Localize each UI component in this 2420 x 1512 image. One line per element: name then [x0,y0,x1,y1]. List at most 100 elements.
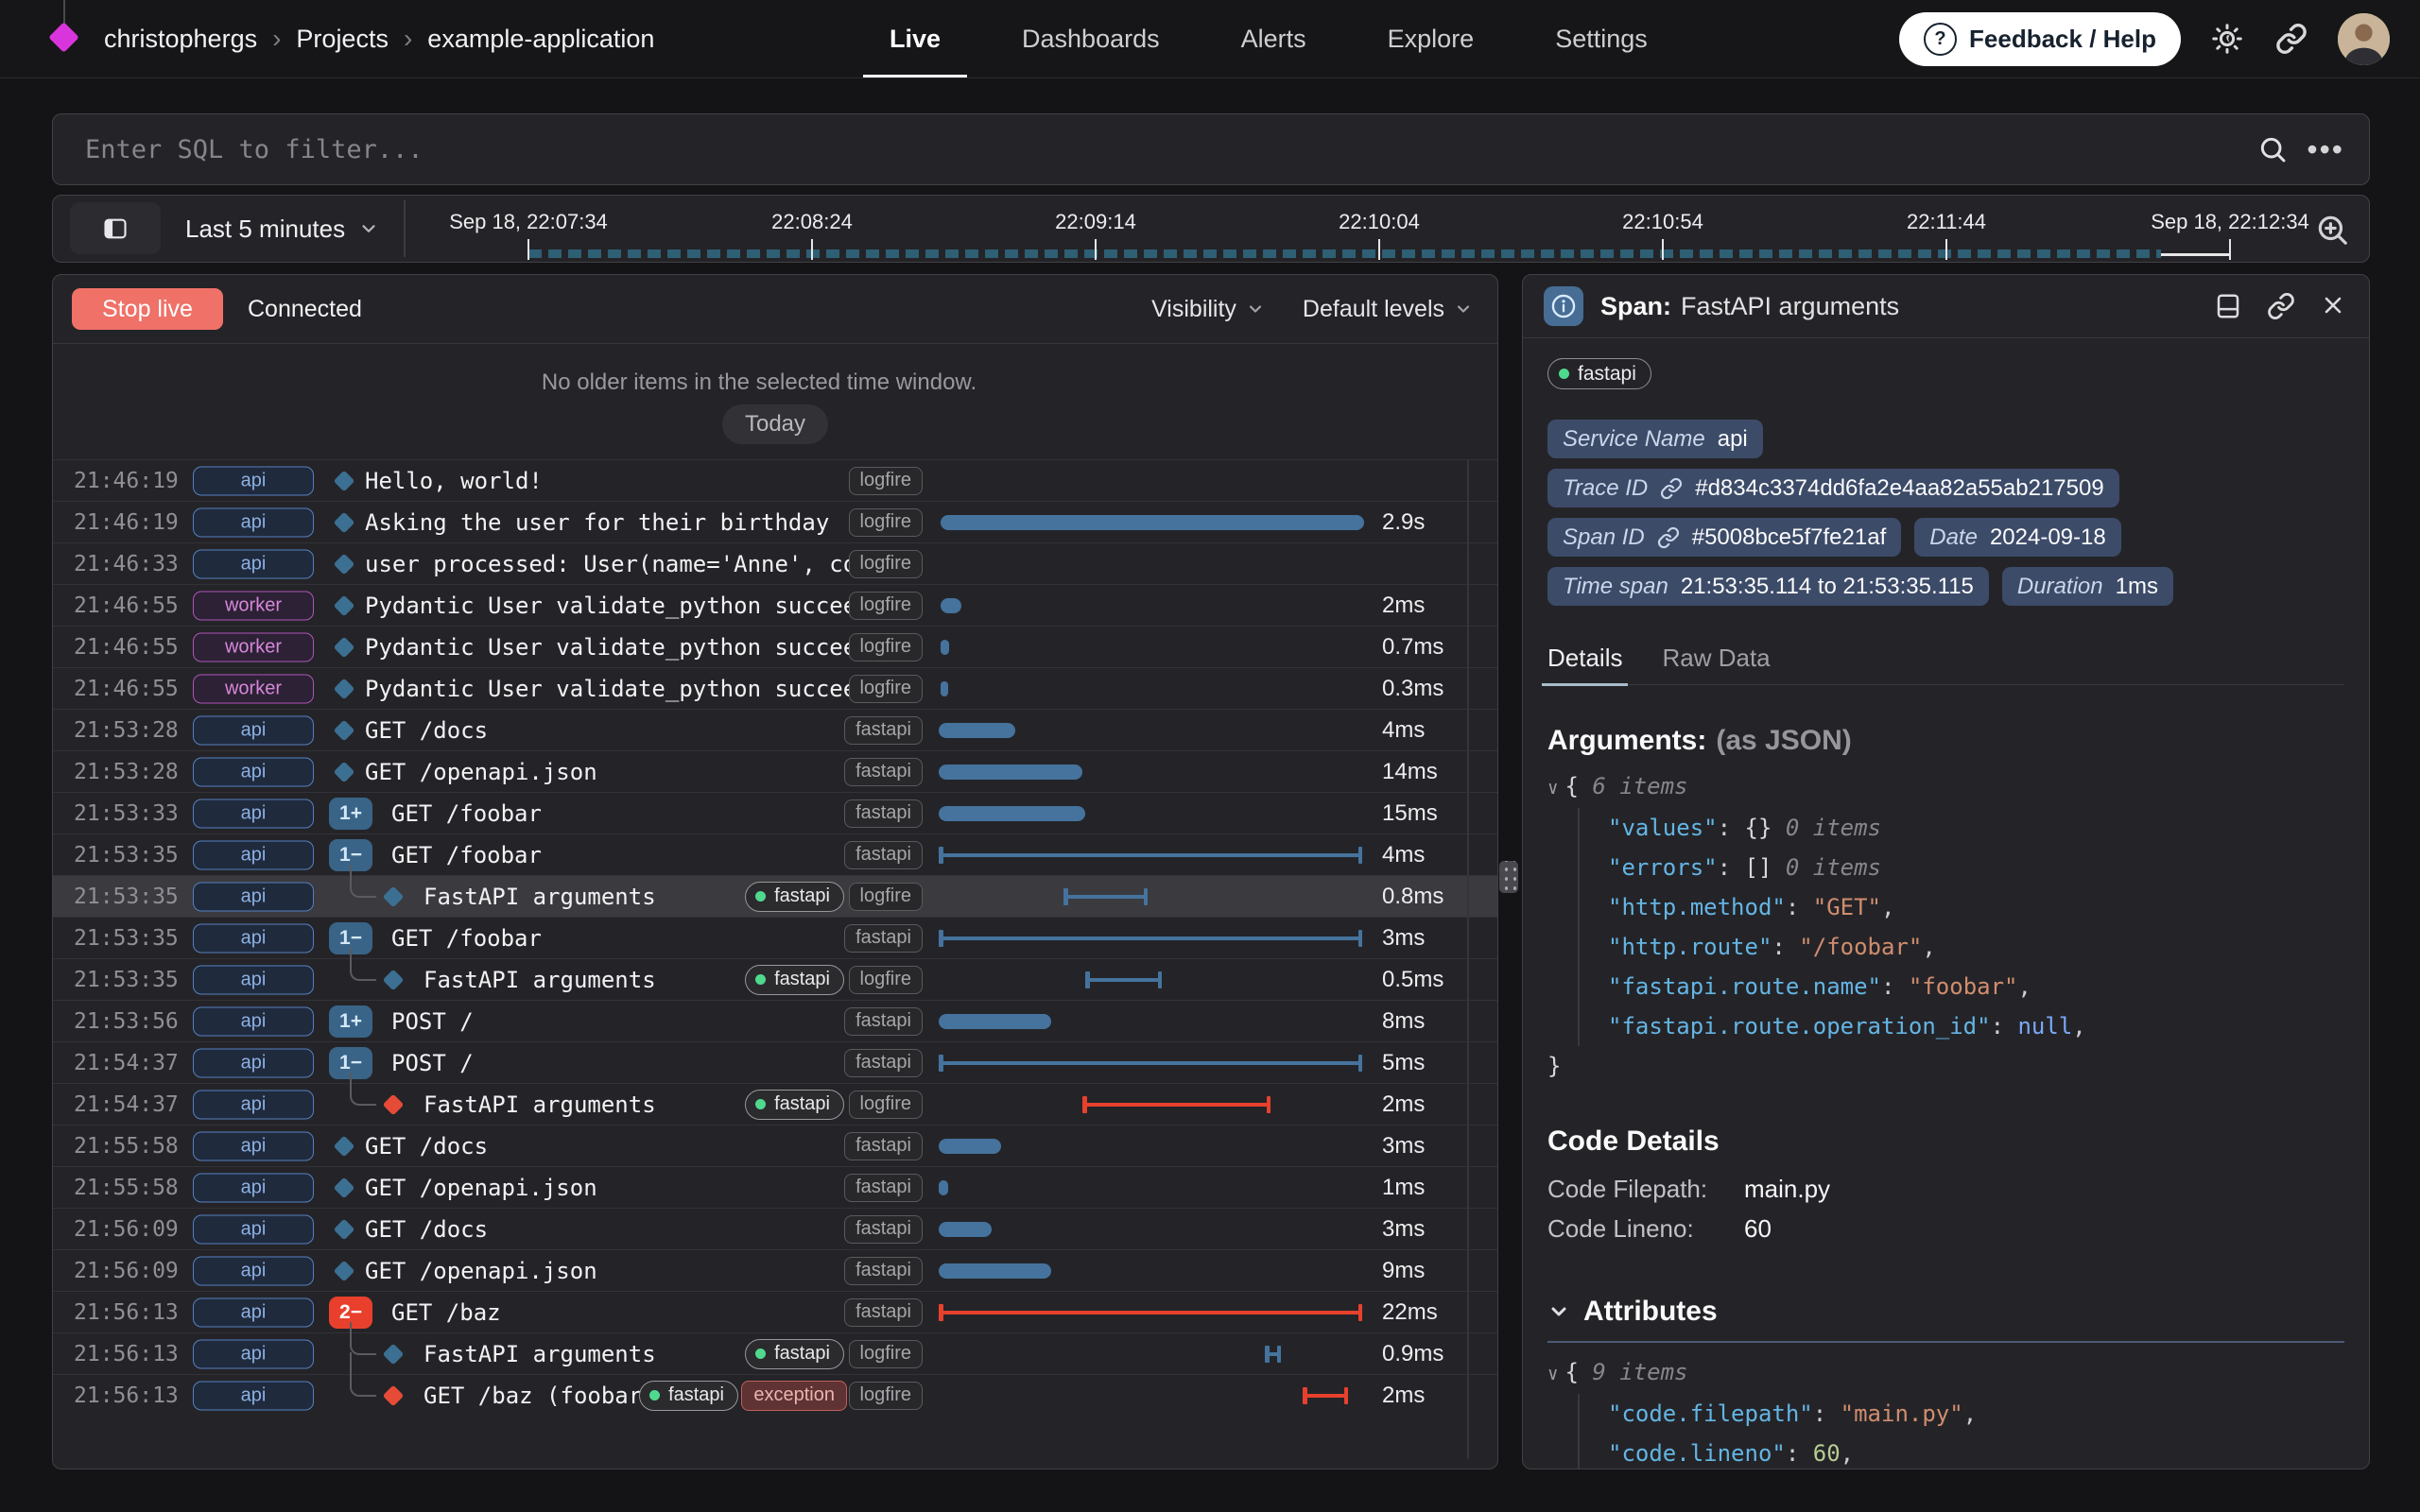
breadcrumb-item-Projects[interactable]: Projects [296,24,389,53]
link-icon[interactable] [1660,477,1683,500]
log-row[interactable]: 21:46:55 worker Pydantic User validate_pyt… [53,584,1497,626]
tag-badge-worker[interactable]: worker [193,591,314,620]
tab-live[interactable]: Live [862,0,968,77]
logfire-logo-icon[interactable] [48,0,91,77]
tag-badge-api[interactable]: api [193,1006,314,1036]
tag-badge-api[interactable]: api [193,840,314,869]
tag-badge-api[interactable]: api [193,965,314,994]
log-row[interactable]: 21:53:35 api FastAPI arguments fastapi logfi… [53,948,1497,1000]
duration-value: 15ms [1382,799,1438,826]
expand-collapse-badge[interactable]: 1+ [329,1005,372,1038]
log-row[interactable]: 21:56:13 api GET /baz (foobar) fastapi excep… [53,1364,1497,1416]
detail-tab-raw-data[interactable]: Raw Data [1662,644,1771,672]
tag-badge-api[interactable]: api [193,507,314,537]
tab-settings[interactable]: Settings [1555,24,1648,53]
timeline-bar: Last 5 minutes Sep 18, 22:07:34 22:08:24 2… [52,195,2370,263]
tag-badge-api[interactable]: api [193,715,314,745]
tag-badge-worker[interactable]: worker [193,632,314,662]
log-row[interactable]: 21:54:37 api FastAPI arguments fastapi logfi… [53,1073,1497,1125]
theme-toggle-icon[interactable] [2209,21,2245,57]
tag-badge-api[interactable]: api [193,799,314,828]
row-timestamp: 21:46:19 [74,468,179,493]
expand-collapse-badge[interactable]: 1+ [329,797,372,830]
tag-badge-api[interactable]: api [193,1381,314,1410]
log-row[interactable]: 21:53:33 api 1+ GET /foobar fastapi 15ms [53,792,1497,833]
json-token: "errors" [1608,854,1718,881]
tag-badge-api[interactable]: api [193,882,314,911]
log-row[interactable]: 21:55:58 api GET /docs fastapi 3ms [53,1125,1497,1166]
dock-panel-icon[interactable] [2214,292,2242,320]
log-row[interactable]: 21:53:56 api 1+ POST / fastapi 8ms [53,1000,1497,1041]
chip-trace-id[interactable]: Trace ID #d834c3374dd6fa2e4aa82a55ab21750… [1547,469,2119,507]
log-row[interactable]: 21:55:58 api GET /openapi.json fastapi 1ms [53,1166,1497,1208]
avatar[interactable] [2338,12,2390,65]
span-diamond-icon [333,1177,355,1198]
log-row[interactable]: 21:56:09 api GET /openapi.json fastapi 9ms [53,1249,1497,1291]
log-row[interactable]: 21:46:55 worker Pydantic User validate_pyt… [53,667,1497,709]
log-row[interactable]: 21:46:33 api user processed: User(name='An… [53,542,1497,584]
log-row[interactable]: 21:56:09 api GET /docs fastapi 3ms [53,1208,1497,1249]
share-link-icon[interactable] [2273,21,2309,57]
sidebar-toggle-button[interactable] [70,202,161,254]
breadcrumb-item-example-application[interactable]: example-application [427,24,655,53]
zoom-in-icon[interactable] [2314,212,2350,248]
tick-mark [811,239,813,260]
log-row[interactable]: 21:56:13 api 2− GET /baz fastapi 22ms [53,1291,1497,1332]
tag-badge-api[interactable]: api [193,1256,314,1285]
feedback-help-button[interactable]: ? Feedback / Help [1899,11,2181,66]
log-row[interactable]: 21:53:35 api FastAPI arguments fastapi logfi… [53,865,1497,917]
json-token: : [1772,934,1800,960]
tab-alerts[interactable]: Alerts [1240,24,1306,53]
log-row[interactable]: 21:53:35 api 1− GET /foobar fastapi 3ms [53,917,1497,958]
sql-filter-input[interactable] [83,133,2253,165]
log-row[interactable]: 21:46:19 api Asking the user for their bir… [53,501,1497,542]
tag-badge-api[interactable]: api [193,1090,314,1119]
link-icon[interactable] [1657,526,1680,549]
more-options-icon[interactable]: ••• [2307,131,2344,166]
time-range-select[interactable]: Last 5 minutes [185,196,379,262]
log-row[interactable]: 21:46:19 api Hello, world! logfire [53,459,1497,501]
close-icon[interactable] [2320,292,2346,320]
breadcrumb-item-christophergs[interactable]: christophergs [104,24,258,53]
panel-resize-handle[interactable] [1499,861,1518,893]
chip-duration: Duration 1ms [2001,567,2173,606]
default-levels-dropdown[interactable]: Default levels [1303,296,1473,323]
tag-badge-api[interactable]: api [193,1339,314,1368]
tag-badge-api[interactable]: api [193,1131,314,1160]
visibility-dropdown[interactable]: Visibility [1151,296,1265,323]
tag-badge-api[interactable]: api [193,1173,314,1202]
detail-tab-details[interactable]: Details [1541,644,1630,686]
expand-collapse-badge[interactable]: 1− [329,1046,372,1079]
tag-badge-api[interactable]: api [193,1048,314,1077]
tag-badge-api[interactable]: api [193,1297,314,1327]
log-row[interactable]: 21:53:35 api 1− GET /foobar fastapi 4ms [53,833,1497,875]
collapse-chevron-icon[interactable]: ∨ [1547,778,1559,799]
log-row[interactable]: 21:53:28 api GET /openapi.json fastapi 14ms [53,750,1497,792]
row-timestamp: 21:54:37 [74,1091,179,1117]
tag-badge-api[interactable]: api [193,923,314,953]
scope-badge-fastapi: fastapi [844,757,923,786]
search-icon[interactable] [2252,134,2293,164]
tag-badge-worker[interactable]: worker [193,674,314,703]
today-button[interactable]: Today [721,404,829,444]
log-row[interactable]: 21:54:37 api 1− POST / fastapi 5ms [53,1041,1497,1083]
chip-span-id[interactable]: Span ID #5008bce5f7fe21af [1547,518,1902,557]
log-row[interactable]: 21:56:13 api FastAPI arguments fastapi logfi… [53,1322,1497,1375]
tab-explore[interactable]: Explore [1387,24,1475,53]
timeline-activity-strip[interactable] [528,249,2161,258]
tag-badge-api[interactable]: api [193,549,314,578]
log-row[interactable]: 21:53:28 api GET /docs fastapi 4ms [53,709,1497,750]
log-message: FastAPI arguments [424,883,656,910]
collapse-chevron-icon[interactable]: ∨ [1547,1364,1559,1384]
chevron-down-icon[interactable] [1547,1300,1570,1323]
tab-dashboards[interactable]: Dashboards [1022,24,1160,53]
copy-link-icon[interactable] [2267,292,2295,320]
tag-badge-api[interactable]: api [193,466,314,495]
span-diamond-icon [333,470,355,491]
json-token: 0 items [1772,815,1881,841]
stop-live-button[interactable]: Stop live [72,288,223,330]
tag-badge-api[interactable]: api [193,1214,314,1244]
log-row[interactable]: 21:46:55 worker Pydantic User validate_pyt… [53,626,1497,667]
duration-value: 14ms [1382,758,1438,784]
tag-badge-api[interactable]: api [193,757,314,786]
